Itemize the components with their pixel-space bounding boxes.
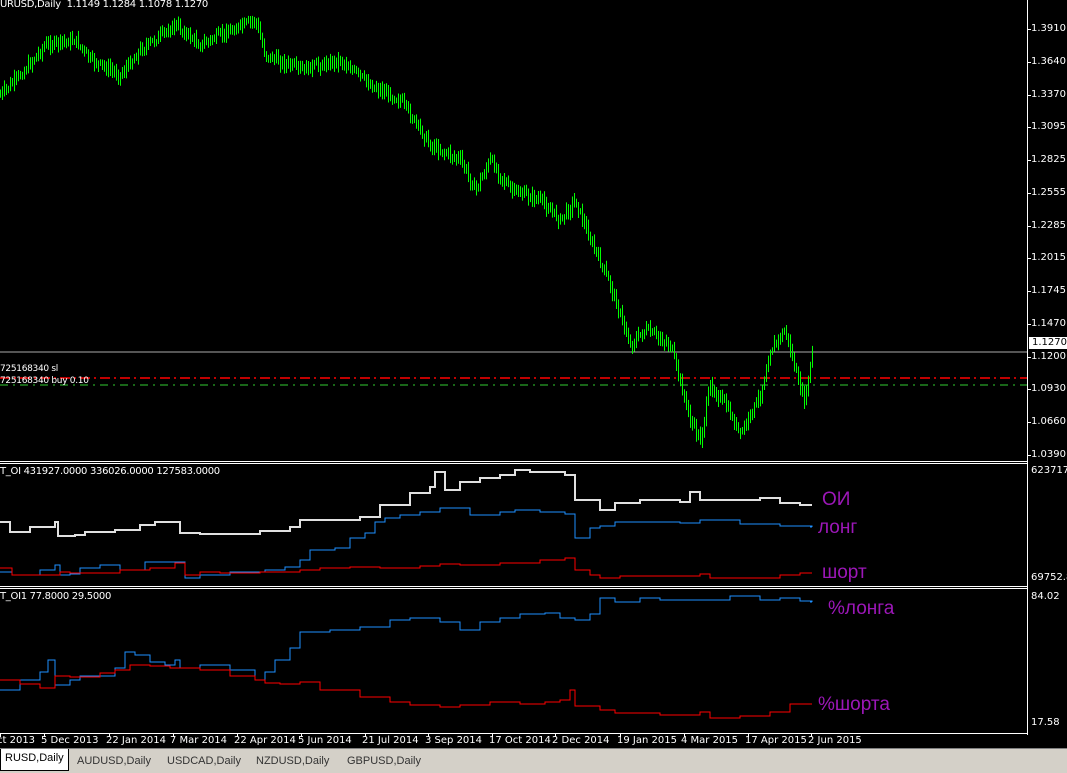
price-axis-line bbox=[1027, 0, 1028, 735]
legend-pct-long: %лонга bbox=[828, 598, 895, 619]
date-label: 3 Sep 2014 bbox=[425, 735, 483, 746]
sl-order-label: 725168340 sl bbox=[0, 364, 58, 374]
date-tick bbox=[428, 733, 429, 737]
tab-nzdusd[interactable]: NZDUSD,Daily bbox=[256, 755, 330, 767]
date-tick bbox=[109, 733, 110, 737]
long-line bbox=[0, 507, 813, 579]
legend-pct-short: %шорта bbox=[818, 694, 890, 715]
date-label: 5 Dec 2013 bbox=[41, 735, 99, 746]
price-tick bbox=[1027, 127, 1031, 129]
date-label: 2 Jun 2015 bbox=[808, 735, 862, 746]
tab-audusd[interactable]: AUDUSD,Daily bbox=[77, 755, 151, 767]
price-label: 1.2555 bbox=[1031, 186, 1066, 198]
separator bbox=[0, 733, 1027, 734]
price-label: 1.3095 bbox=[1031, 121, 1066, 133]
date-tick bbox=[173, 733, 174, 737]
date-label: 17 Oct 2014 bbox=[489, 735, 551, 746]
price-tick bbox=[1027, 94, 1031, 96]
date-tick bbox=[301, 733, 302, 737]
price-tick bbox=[1027, 291, 1031, 293]
date-tick bbox=[811, 733, 812, 737]
date-tick bbox=[44, 733, 45, 737]
date-tick bbox=[0, 733, 1, 737]
date-tick bbox=[684, 733, 685, 737]
price-label: 1.3640 bbox=[1031, 55, 1066, 67]
date-label: 7 Mar 2014 bbox=[170, 735, 228, 746]
symbol-label: URUSD,Daily bbox=[0, 0, 61, 10]
date-tick bbox=[365, 733, 366, 737]
date-tick bbox=[748, 733, 749, 737]
price-label: 1.1200 bbox=[1031, 350, 1066, 362]
date-tick bbox=[555, 733, 556, 737]
date-tick bbox=[492, 733, 493, 737]
price-label: 1.0660 bbox=[1031, 416, 1066, 428]
price-label: 1.3910 bbox=[1031, 23, 1066, 34]
date-tick bbox=[620, 733, 621, 737]
date-label: 2 Dec 2014 bbox=[552, 735, 610, 746]
indicator2-min: 17.58 bbox=[1031, 717, 1060, 728]
pct-long-line bbox=[0, 595, 813, 691]
legend-long: лонг bbox=[818, 517, 858, 538]
price-tick bbox=[1027, 29, 1031, 30]
indicator1-label: T_OI 431927.0000 336026.0000 127583.0000 bbox=[0, 466, 220, 477]
price-label: 1.2015 bbox=[1031, 252, 1066, 264]
current-price-tag: 1.1270 bbox=[1029, 337, 1067, 349]
pct-short-line bbox=[0, 664, 812, 719]
price-label: 1.0930 bbox=[1031, 383, 1066, 395]
date-label: 4 Mar 2015 bbox=[681, 735, 739, 746]
legend-oi: ОИ bbox=[822, 489, 851, 510]
indicator2-label: T_OI1 77.8000 29.5000 bbox=[0, 591, 112, 602]
tab-eurusd[interactable]: RUSD,Daily bbox=[0, 749, 69, 771]
price-tick bbox=[1027, 61, 1031, 63]
price-label: 1.3370 bbox=[1031, 88, 1066, 100]
oi-line bbox=[0, 469, 812, 537]
price-label: 1.2825 bbox=[1031, 154, 1066, 166]
separator bbox=[0, 463, 1027, 464]
legend-short: шорт bbox=[822, 562, 867, 583]
indicator1-min: 69752.8 bbox=[1031, 572, 1067, 583]
separator bbox=[0, 461, 1027, 462]
price-chart[interactable] bbox=[0, 0, 1027, 735]
price-tick bbox=[1027, 422, 1031, 424]
chart-header: URUSD,Daily 1.1149 1.1284 1.1078 1.1270 bbox=[0, 0, 208, 10]
price-label: 1.0390 bbox=[1031, 449, 1066, 460]
tab-usdcad[interactable]: USDCAD,Daily bbox=[167, 755, 241, 767]
date-label: 21 Jul 2014 bbox=[362, 735, 419, 746]
ohlc-values: 1.1149 1.1284 1.1078 1.1270 bbox=[66, 0, 209, 10]
date-label: 19 Jan 2015 bbox=[617, 735, 677, 746]
price-tick bbox=[1027, 258, 1031, 260]
separator bbox=[0, 586, 1027, 587]
short-line bbox=[0, 557, 812, 579]
date-label: 5 Jun 2014 bbox=[298, 735, 352, 746]
date-label: ct 2013 bbox=[0, 735, 36, 746]
tab-gbpusd[interactable]: GBPUSD,Daily bbox=[347, 755, 421, 767]
price-tick bbox=[1027, 356, 1031, 358]
price-tick bbox=[1027, 192, 1031, 194]
date-tick bbox=[237, 733, 238, 737]
date-label: 22 Jan 2014 bbox=[106, 735, 166, 746]
date-label: 22 Apr 2014 bbox=[234, 735, 296, 746]
price-tick bbox=[1027, 455, 1031, 456]
price-label: 1.1745 bbox=[1031, 285, 1066, 297]
chart-tabs: RUSD,Daily AUDUSD,Daily USDCAD,Daily NZD… bbox=[0, 748, 1067, 773]
indicator2-max: 84.02 bbox=[1031, 591, 1060, 602]
date-label: 17 Apr 2015 bbox=[745, 735, 807, 746]
price-tick bbox=[1027, 160, 1031, 162]
price-label: 1.1470 bbox=[1031, 317, 1066, 329]
separator bbox=[0, 588, 1027, 589]
indicator1-max: 623717.2 bbox=[1031, 465, 1067, 476]
price-tick bbox=[1027, 323, 1031, 325]
price-tick bbox=[1027, 225, 1031, 227]
buy-order-label: 725168340 buy 0.10 bbox=[0, 376, 89, 386]
price-label: 1.2285 bbox=[1031, 219, 1066, 231]
price-tick bbox=[1027, 389, 1031, 391]
